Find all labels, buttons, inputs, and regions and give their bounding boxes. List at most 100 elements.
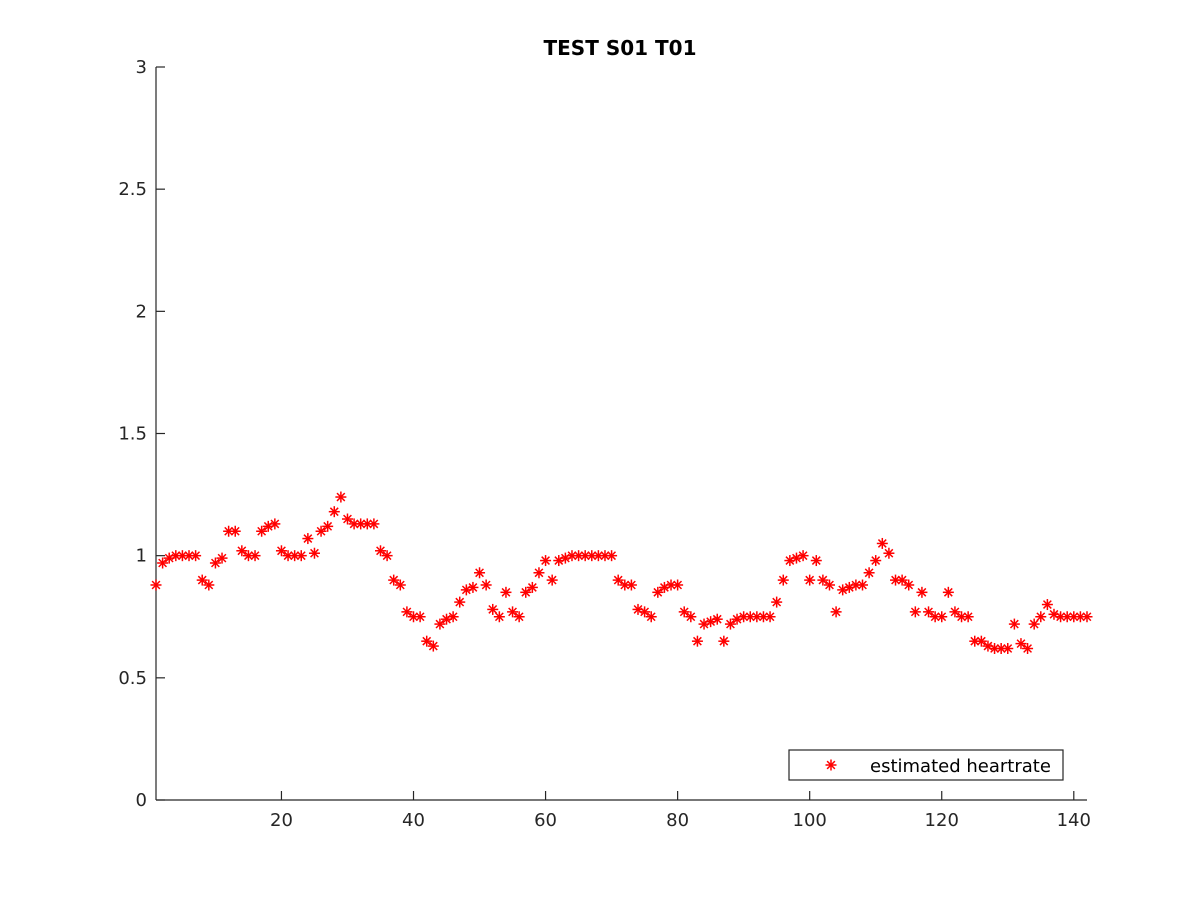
data-points — [150, 491, 1093, 655]
data-point — [190, 550, 202, 562]
data-point — [1055, 611, 1067, 623]
data-point — [876, 537, 888, 549]
data-point — [691, 635, 703, 647]
y-ticks: 0 0.5 1 1.5 2 2.5 3 — [118, 57, 165, 811]
data-point — [1002, 643, 1014, 655]
data-point — [374, 545, 386, 557]
data-point — [520, 586, 532, 598]
y-tick-label: 1.5 — [118, 424, 147, 445]
data-point — [936, 611, 948, 623]
data-point — [467, 581, 479, 593]
y-tick-label: 0 — [136, 790, 147, 811]
data-point — [493, 611, 505, 623]
data-point — [269, 518, 281, 530]
data-point — [850, 579, 862, 591]
data-point — [956, 611, 968, 623]
data-point — [810, 555, 822, 567]
data-point — [335, 491, 347, 503]
data-point — [295, 550, 307, 562]
data-point — [341, 513, 353, 525]
data-point — [1015, 638, 1027, 650]
data-point — [474, 567, 486, 579]
data-point — [678, 606, 690, 618]
data-point — [196, 574, 208, 586]
data-point — [718, 635, 730, 647]
data-point — [1035, 611, 1047, 623]
data-point — [236, 545, 248, 557]
data-point — [823, 579, 835, 591]
data-point — [315, 525, 327, 537]
x-tick-label: 60 — [534, 810, 557, 831]
data-point — [771, 596, 783, 608]
chart-title: TEST S01 T01 — [544, 36, 697, 60]
y-tick-label: 2 — [136, 301, 147, 322]
data-point — [229, 525, 241, 537]
data-point — [804, 574, 816, 586]
x-tick-label: 120 — [925, 810, 959, 831]
data-point — [163, 552, 175, 564]
data-point — [857, 579, 869, 591]
y-tick-label: 1 — [136, 546, 147, 567]
data-point — [454, 596, 466, 608]
data-point — [414, 611, 426, 623]
data-point — [573, 550, 585, 562]
data-point — [1081, 611, 1093, 623]
x-tick-label: 40 — [402, 810, 425, 831]
data-point — [764, 611, 776, 623]
axes — [155, 67, 1087, 801]
legend: estimated heartrate — [788, 749, 1064, 781]
data-point — [480, 579, 492, 591]
data-point — [203, 579, 215, 591]
x-tick-label: 100 — [793, 810, 827, 831]
data-point — [1008, 618, 1020, 630]
data-point — [883, 547, 895, 559]
data-point — [592, 550, 604, 562]
data-point — [322, 520, 334, 532]
data-point — [526, 581, 538, 593]
data-point — [606, 550, 618, 562]
x-tick-label: 20 — [270, 810, 293, 831]
data-point — [685, 611, 697, 623]
data-point — [381, 550, 393, 562]
data-point — [500, 586, 512, 598]
data-point — [421, 635, 433, 647]
data-point — [533, 567, 545, 579]
data-point — [645, 611, 657, 623]
data-point — [394, 579, 406, 591]
data-point — [1028, 618, 1040, 630]
data-point — [909, 606, 921, 618]
data-point — [388, 574, 400, 586]
data-point — [447, 611, 459, 623]
data-point — [975, 635, 987, 647]
data-point — [625, 579, 637, 591]
data-point — [863, 567, 875, 579]
data-point — [797, 550, 809, 562]
data-point — [368, 518, 380, 530]
data-point — [507, 606, 519, 618]
data-point — [923, 606, 935, 618]
data-point — [777, 574, 789, 586]
data-point — [612, 574, 624, 586]
data-point — [289, 550, 301, 562]
x-tick-label: 80 — [666, 810, 689, 831]
data-point — [652, 586, 664, 598]
data-point — [176, 550, 188, 562]
y-tick-label: 0.5 — [118, 668, 147, 689]
data-point — [401, 606, 413, 618]
y-tick-label: 2.5 — [118, 179, 147, 200]
data-point — [962, 611, 974, 623]
data-point — [216, 552, 228, 564]
legend-label: estimated heartrate — [870, 756, 1051, 777]
data-point — [249, 550, 261, 562]
data-point — [1022, 643, 1034, 655]
data-point — [1041, 599, 1053, 611]
data-point — [639, 606, 651, 618]
legend-marker-icon — [825, 759, 837, 771]
data-point — [427, 640, 439, 652]
data-point — [328, 506, 340, 518]
data-point — [949, 606, 961, 618]
data-point — [302, 533, 314, 545]
x-tick-label: 140 — [1057, 810, 1091, 831]
y-tick-label: 3 — [136, 57, 147, 78]
